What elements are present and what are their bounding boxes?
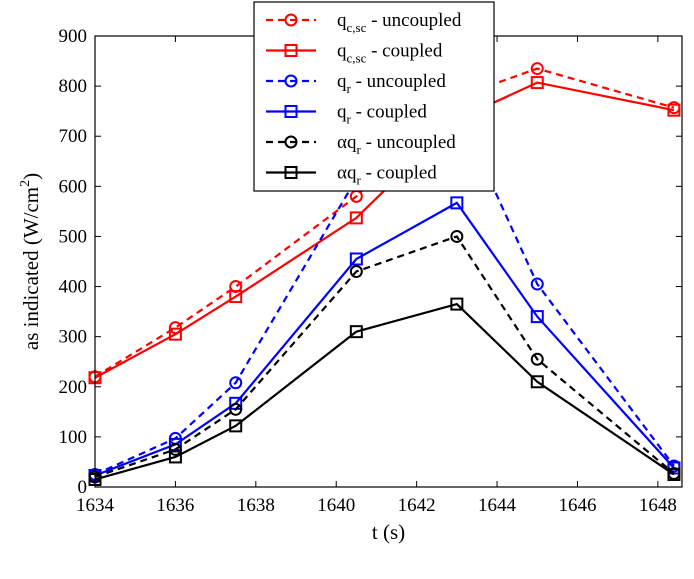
legend-label-subscript: r bbox=[356, 173, 361, 188]
legend-box bbox=[253, 1, 495, 192]
data-point bbox=[349, 211, 363, 225]
legend-swatch-marker bbox=[284, 44, 298, 57]
data-point bbox=[450, 229, 464, 243]
legend-swatch-marker bbox=[284, 13, 298, 27]
y-tick-label: 300 bbox=[59, 327, 88, 348]
legend-label-prefix: q bbox=[337, 102, 347, 123]
legend-label-subscript: r bbox=[356, 142, 361, 157]
legend-label-suffix: - uncoupled bbox=[361, 132, 456, 153]
plot-marks bbox=[88, 62, 681, 486]
series-5 bbox=[88, 297, 681, 486]
data-point bbox=[229, 290, 243, 304]
data-point bbox=[530, 62, 544, 76]
series-line bbox=[94, 81, 675, 379]
data-point bbox=[530, 310, 544, 324]
data-point bbox=[530, 352, 544, 366]
x-tick-label: 1636 bbox=[156, 495, 194, 516]
data-point bbox=[168, 442, 182, 456]
legend-label-prefix: q bbox=[337, 71, 347, 92]
series-line bbox=[94, 67, 675, 378]
series-line bbox=[94, 235, 675, 479]
legend-entry: αqr - coupled bbox=[266, 163, 437, 188]
series-line bbox=[94, 302, 675, 481]
legend-swatch-marker bbox=[284, 105, 298, 118]
data-point bbox=[229, 376, 243, 390]
y-tick-label: 100 bbox=[59, 427, 88, 448]
y-axis-label: as indicated (W/cm2) bbox=[18, 173, 43, 350]
legend-label-subscript: c,sc bbox=[347, 51, 367, 66]
y-tick-label: 200 bbox=[59, 377, 88, 398]
y-tick-label: 400 bbox=[59, 277, 88, 298]
legend-entry: qr - uncoupled bbox=[266, 71, 446, 96]
legend-label: qc,sc - coupled bbox=[337, 41, 443, 66]
y-tick-label: 800 bbox=[59, 76, 88, 97]
legend-swatch-marker bbox=[284, 135, 298, 149]
legend-label-prefix: αq bbox=[337, 132, 357, 153]
legend-entry: qr - coupled bbox=[266, 102, 427, 127]
legend-label-prefix: q bbox=[337, 41, 347, 62]
data-point bbox=[450, 196, 464, 210]
legend-swatch-marker bbox=[284, 166, 298, 179]
x-tick-label: 1644 bbox=[478, 495, 517, 516]
legend-label-prefix: q bbox=[337, 10, 347, 31]
y-axis-label-superscript: 2 bbox=[18, 180, 33, 187]
y-tick-label: 700 bbox=[59, 126, 88, 147]
data-point bbox=[667, 467, 681, 481]
data-point bbox=[530, 375, 544, 389]
x-tick-label: 1640 bbox=[317, 495, 355, 516]
legend-label: qr - coupled bbox=[337, 102, 427, 127]
legend-label-suffix: - coupled bbox=[366, 41, 442, 62]
data-point bbox=[349, 325, 363, 339]
legend-label-suffix: - uncoupled bbox=[366, 10, 461, 31]
legend-label: αqr - uncoupled bbox=[337, 132, 456, 157]
data-point bbox=[450, 297, 464, 311]
legend-label: αqr - coupled bbox=[337, 163, 437, 188]
y-tick-label: 500 bbox=[59, 226, 88, 247]
y-tick-label: 900 bbox=[59, 26, 88, 47]
x-tick-label: 1646 bbox=[558, 495, 596, 516]
legend-entry: qc,sc - coupled bbox=[266, 41, 443, 66]
legend-label-prefix: αq bbox=[337, 163, 357, 184]
legend-label: qc,sc - uncoupled bbox=[337, 10, 462, 35]
legend-label-suffix: - coupled bbox=[361, 163, 437, 184]
data-point bbox=[667, 103, 681, 117]
x-tick-label: 1638 bbox=[237, 495, 275, 516]
legend-entry: αqr - uncoupled bbox=[266, 132, 456, 157]
legend-label-subscript: c,sc bbox=[347, 20, 367, 35]
legend-label-subscript: r bbox=[347, 112, 352, 127]
legend-label-suffix: - coupled bbox=[351, 102, 427, 123]
legend-label-suffix: - uncoupled bbox=[351, 71, 446, 92]
legend-entry: qc,sc - uncoupled bbox=[266, 10, 462, 35]
x-axis-label: t (s) bbox=[372, 520, 405, 544]
x-tick-label: 1648 bbox=[639, 495, 677, 516]
y-axis-label-main: as indicated (W/cm bbox=[19, 187, 43, 350]
y-tick-label: 0 bbox=[78, 477, 88, 498]
data-point bbox=[168, 450, 182, 464]
x-tick-label: 1642 bbox=[398, 495, 436, 516]
x-tick-label: 1634 bbox=[76, 495, 115, 516]
data-point bbox=[229, 402, 243, 416]
data-point bbox=[168, 327, 182, 341]
legend-label-subscript: r bbox=[347, 81, 352, 96]
series-4 bbox=[88, 229, 681, 484]
data-point bbox=[530, 76, 544, 90]
data-point bbox=[530, 277, 544, 291]
y-tick-label: 600 bbox=[59, 176, 88, 197]
legend-label: qr - uncoupled bbox=[337, 71, 446, 96]
data-point bbox=[349, 252, 363, 266]
data-point bbox=[229, 419, 243, 433]
y-axis-label-close: ) bbox=[19, 173, 43, 180]
legend-swatch-marker bbox=[284, 74, 298, 88]
axis-ticks: 1634 1636 1638 1640 1642 1644 1646 1648 0 100 200 3… bbox=[59, 26, 682, 516]
data-point bbox=[349, 265, 363, 279]
